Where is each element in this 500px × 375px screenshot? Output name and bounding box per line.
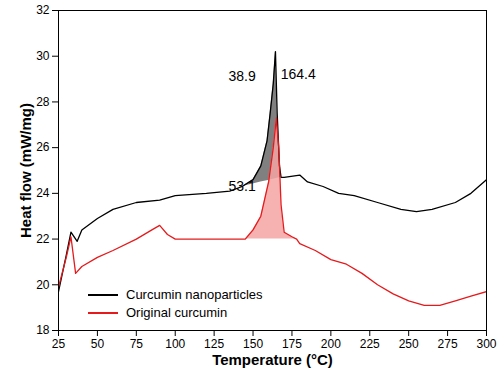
svg-text:250: 250 bbox=[399, 337, 419, 351]
svg-text:22: 22 bbox=[36, 232, 50, 246]
svg-text:28: 28 bbox=[36, 95, 50, 109]
svg-text:50: 50 bbox=[91, 337, 105, 351]
svg-text:Temperature (°C): Temperature (°C) bbox=[212, 351, 333, 368]
svg-text:175: 175 bbox=[282, 337, 302, 351]
svg-text:100: 100 bbox=[165, 337, 185, 351]
svg-text:300: 300 bbox=[476, 337, 496, 351]
html-text:Original curcumin: Original curcumin bbox=[126, 305, 228, 320]
svg-text:200: 200 bbox=[321, 337, 341, 351]
svg-text:26: 26 bbox=[36, 140, 50, 154]
svg-text:18: 18 bbox=[36, 323, 50, 337]
svg-text:225: 225 bbox=[360, 337, 380, 351]
svg-text:125: 125 bbox=[204, 337, 224, 351]
svg-text:38.9: 38.9 bbox=[229, 68, 256, 84]
svg-text:25: 25 bbox=[52, 337, 66, 351]
svg-text:24: 24 bbox=[36, 186, 50, 200]
svg-text:32: 32 bbox=[36, 3, 50, 17]
svg-text:Heat flow (mW/mg): Heat flow (mW/mg) bbox=[17, 103, 34, 238]
svg-text:20: 20 bbox=[36, 278, 50, 292]
svg-text:275: 275 bbox=[438, 337, 458, 351]
svg-text:75: 75 bbox=[130, 337, 144, 351]
svg-text:30: 30 bbox=[36, 49, 50, 63]
svg-text:150: 150 bbox=[243, 337, 263, 351]
html-text:Curcumin nanoparticles: Curcumin nanoparticles bbox=[126, 287, 263, 302]
svg-text:164.4: 164.4 bbox=[281, 66, 316, 82]
svg-text:53.1: 53.1 bbox=[229, 178, 256, 194]
